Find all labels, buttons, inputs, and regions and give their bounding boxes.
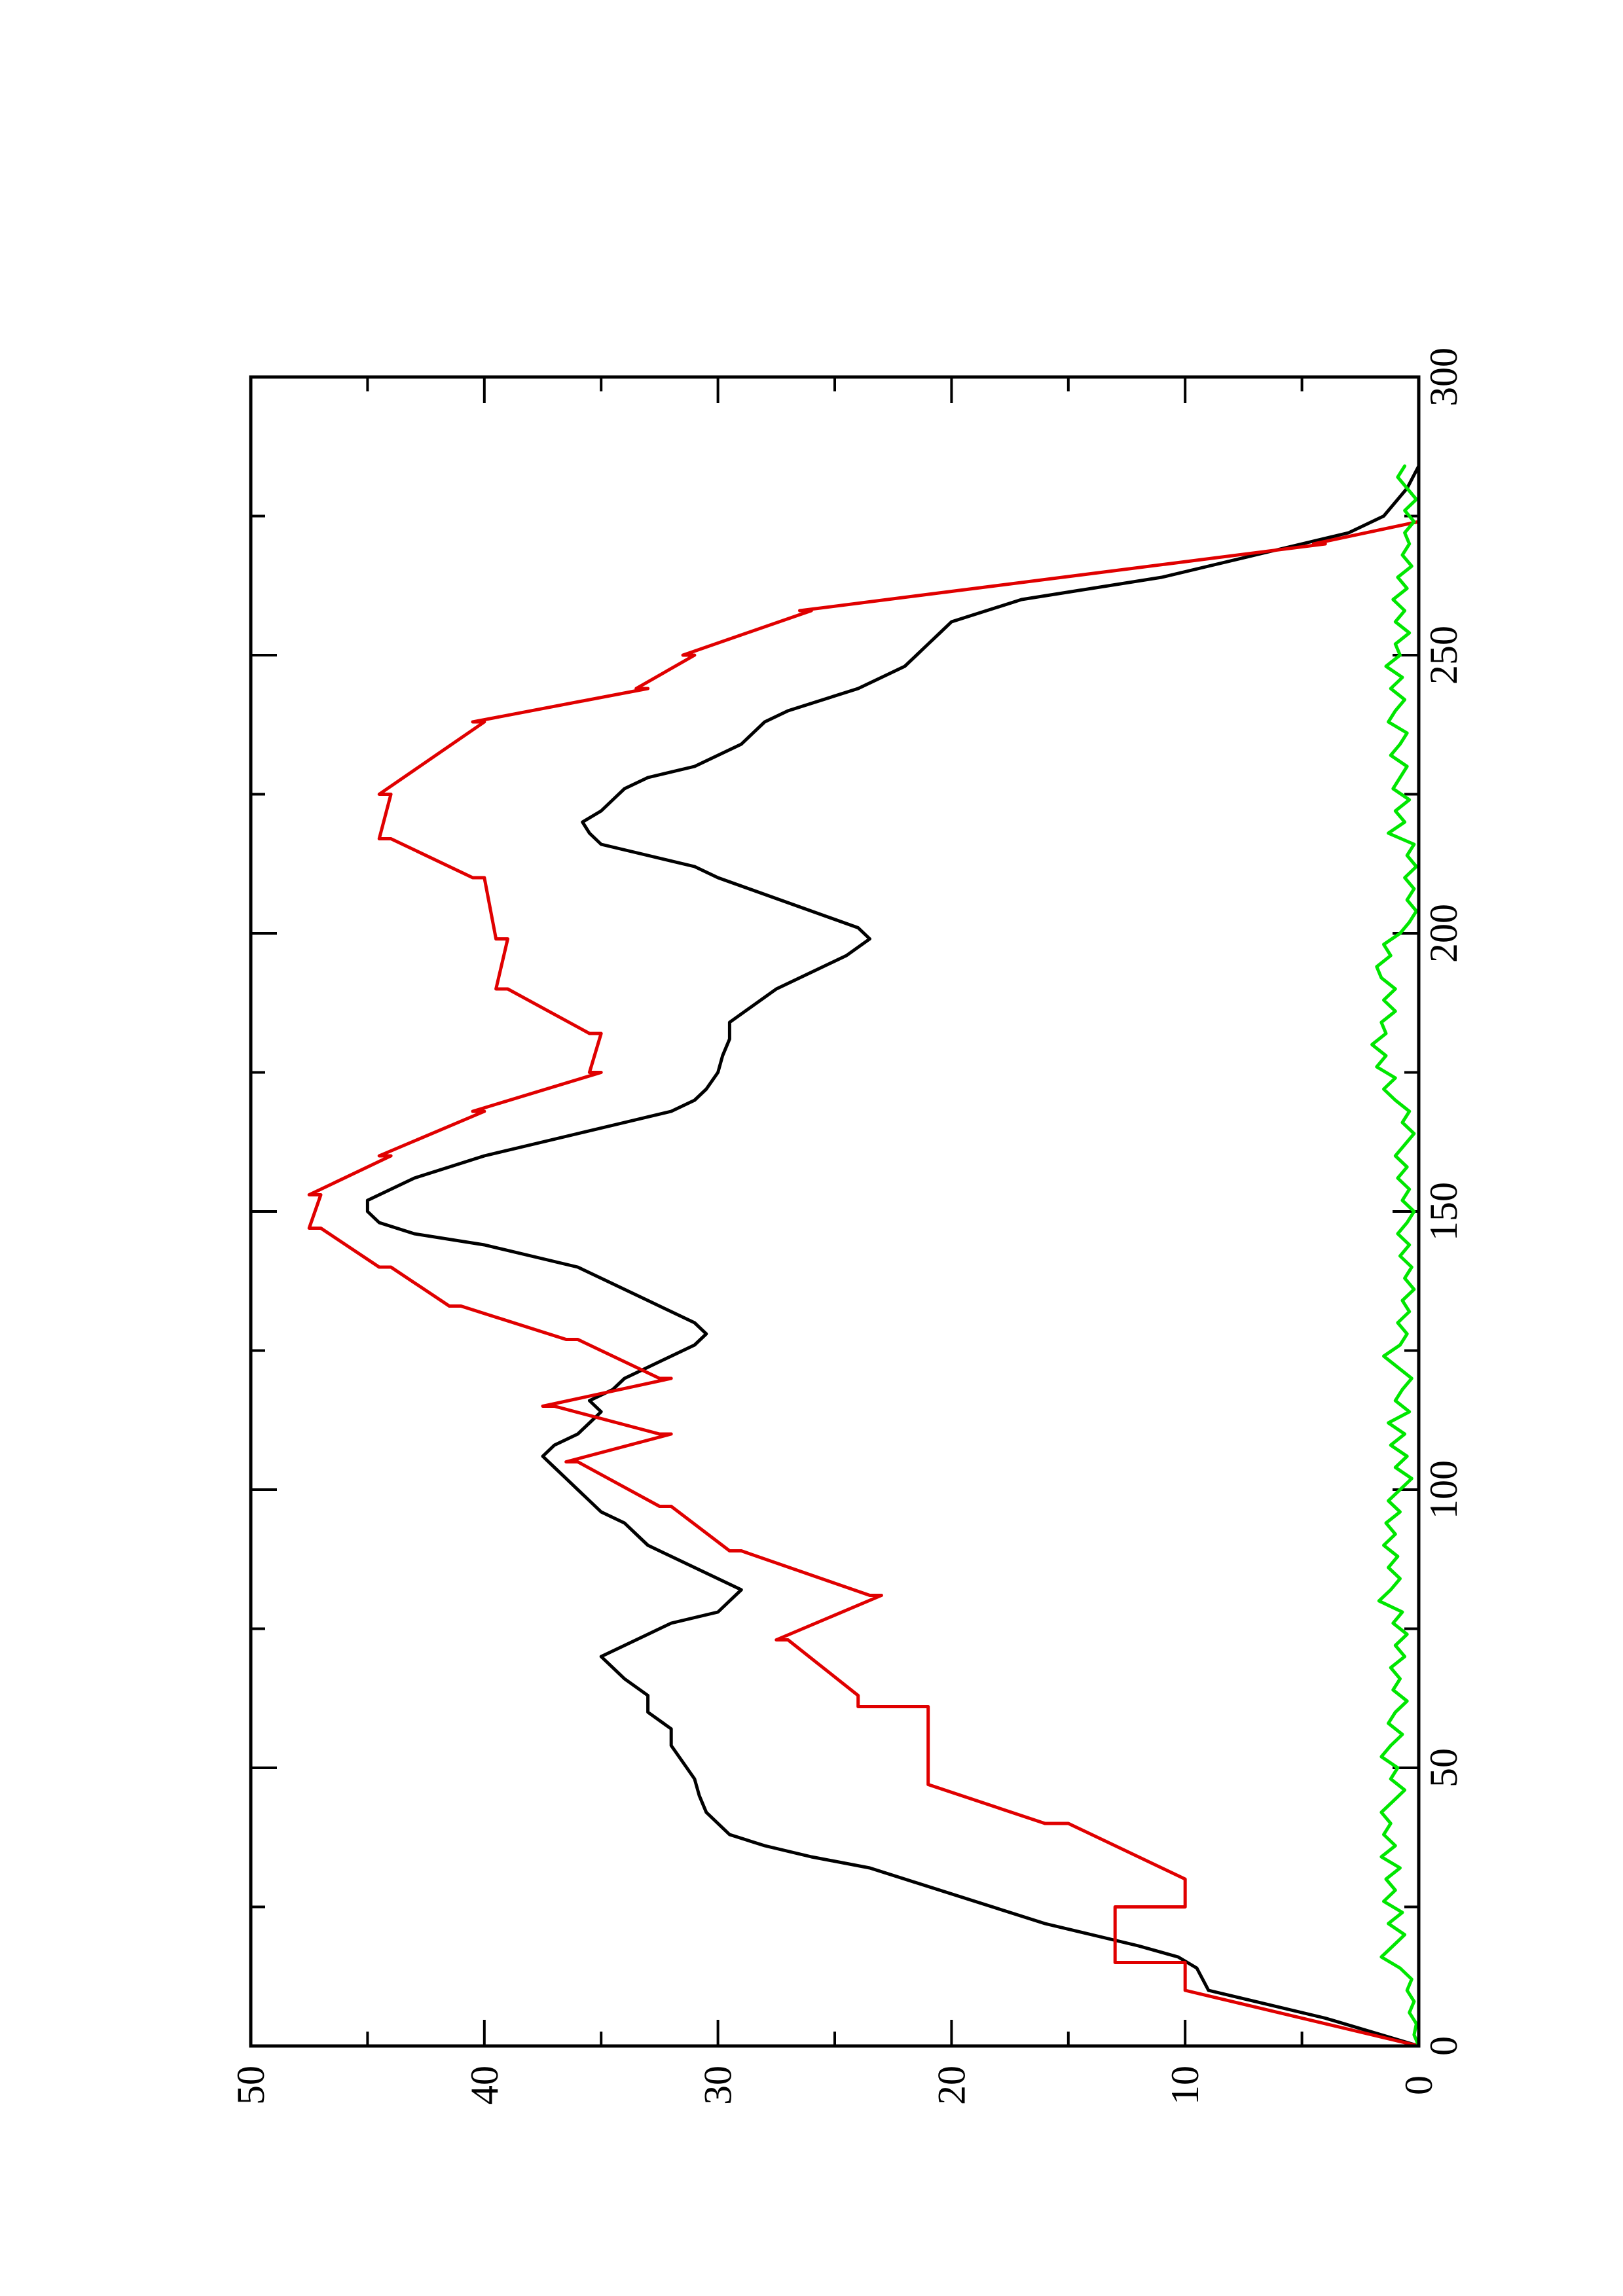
y-tick-label: 0 <box>1397 2075 1440 2095</box>
plot-frame <box>249 375 1421 2048</box>
x-tick-label: 100 <box>1422 1460 1465 1519</box>
x-tick-label: 150 <box>1422 1182 1465 1241</box>
x-tick-label: 50 <box>1422 1748 1465 1787</box>
y-tick-label: 40 <box>463 2066 506 2105</box>
x-tick-label: 200 <box>1422 904 1465 963</box>
x-tick-label: 0 <box>1422 2036 1465 2056</box>
x-axis-tick-labels: 0 50 100 150 200 250 300 <box>1422 348 1465 2056</box>
x-axis-ticks <box>251 376 1419 2047</box>
y-axis-tick-labels: 0 10 20 30 40 50 <box>229 2066 1440 2105</box>
y-tick-label: 10 <box>1163 2066 1207 2105</box>
y-axis-ticks <box>249 377 1420 2046</box>
series-layer <box>307 464 1421 2048</box>
black-series-line <box>365 464 1421 2048</box>
x-tick-label: 300 <box>1422 348 1465 406</box>
red-series-line <box>307 520 1421 2048</box>
y-tick-label: 30 <box>697 2066 740 2105</box>
x-tick-label: 250 <box>1422 626 1465 685</box>
y-tick-label: 50 <box>229 2066 272 2105</box>
y-tick-label: 20 <box>930 2066 973 2105</box>
green-series-line <box>1370 464 1421 2048</box>
